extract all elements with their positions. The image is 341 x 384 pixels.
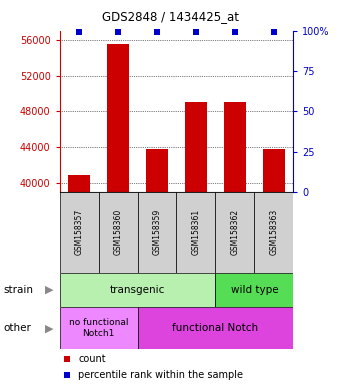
Bar: [146, 149, 168, 192]
Bar: [185, 103, 207, 192]
Text: transgenic: transgenic: [110, 285, 165, 295]
Bar: [137, 307, 293, 349]
Text: GDS2848 / 1434425_at: GDS2848 / 1434425_at: [102, 10, 239, 23]
Text: GSM158363: GSM158363: [269, 209, 278, 255]
Bar: [254, 192, 293, 273]
Bar: [216, 273, 293, 307]
Text: ▶: ▶: [45, 285, 54, 295]
Bar: [263, 149, 284, 192]
Text: functional Notch: functional Notch: [172, 323, 258, 333]
Text: GSM158360: GSM158360: [114, 209, 122, 255]
Text: strain: strain: [3, 285, 33, 295]
Bar: [60, 192, 99, 273]
Bar: [107, 44, 129, 192]
Text: percentile rank within the sample: percentile rank within the sample: [78, 370, 243, 381]
Text: GSM158359: GSM158359: [152, 209, 162, 255]
Bar: [60, 307, 137, 349]
Bar: [224, 101, 246, 192]
Text: no functional
Notch1: no functional Notch1: [69, 318, 128, 338]
Text: GSM158362: GSM158362: [231, 209, 239, 255]
Text: ▶: ▶: [45, 323, 54, 333]
Text: GSM158357: GSM158357: [75, 209, 84, 255]
Text: GSM158361: GSM158361: [191, 209, 201, 255]
Text: other: other: [3, 323, 31, 333]
Text: count: count: [78, 354, 106, 364]
Bar: [99, 192, 137, 273]
Text: wild type: wild type: [231, 285, 278, 295]
Bar: [216, 192, 254, 273]
Bar: [69, 175, 90, 192]
Bar: [60, 273, 216, 307]
Bar: [137, 192, 177, 273]
Bar: [177, 192, 216, 273]
